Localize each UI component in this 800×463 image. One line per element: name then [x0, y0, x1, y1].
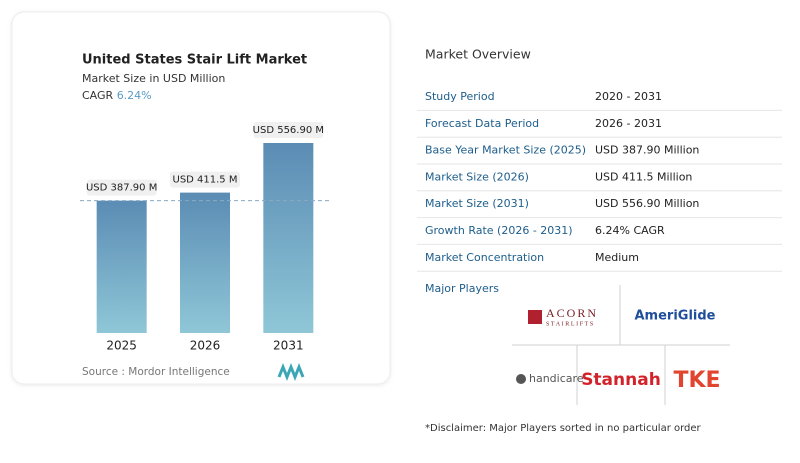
chart-title: United States Stair Lift Market	[82, 53, 307, 68]
chart-subtitle: Market Size in USD Million	[82, 72, 225, 85]
cagr-value: 6.24%	[117, 89, 152, 102]
row-label: Base Year Market Size (2025)	[425, 144, 586, 157]
overview-table: Study Period 2020 - 2031 Forecast Data Per…	[417, 90, 782, 272]
logo-shape	[277, 362, 305, 382]
value-label: USD 387.90 M	[86, 183, 157, 194]
row-value: 6.24% CAGR	[595, 224, 665, 237]
x-tick-label: 2031	[273, 339, 304, 353]
value-label-bg	[170, 171, 240, 188]
overview-title: Market Overview	[425, 47, 531, 62]
value-label: USD 556.90 M	[253, 125, 324, 136]
logo-acorn: ACORN STAIRLIFTS	[528, 306, 598, 327]
logo-icon	[528, 310, 542, 324]
players-title: Major Players	[425, 282, 499, 295]
x-tick-label: 2026	[190, 339, 221, 353]
bar	[96, 200, 147, 333]
plot: 2025 USD 387.90 M 2026 USD 411.5 M 2031 USD 5…	[80, 122, 330, 353]
bar	[263, 143, 314, 333]
player-name: ACORN	[546, 306, 598, 320]
logo-icon	[516, 374, 526, 384]
logo-handicare: handicare	[516, 372, 584, 385]
x-tick-label: 2025	[106, 339, 137, 353]
cagr-label: CAGR	[82, 89, 114, 102]
player-name: Stannah	[581, 370, 661, 390]
row-value: Medium	[595, 251, 639, 264]
row-value: USD 556.90 Million	[595, 197, 699, 210]
player-name: TKE	[673, 368, 720, 393]
value-label-bg	[86, 179, 157, 196]
row-label: Study Period	[425, 90, 495, 103]
row-label: Market Size (2026)	[425, 170, 529, 183]
source: Source : Mordor Intelligence	[82, 366, 230, 378]
value-label: USD 411.5 M	[173, 175, 238, 186]
row-value: 2020 - 2031	[595, 90, 662, 103]
row-value: USD 387.90 Million	[595, 144, 699, 157]
row-value: USD 411.5 Million	[595, 170, 692, 183]
cagr: CAGR 6.24%	[82, 89, 152, 102]
bar	[180, 192, 230, 333]
value-label-bg	[253, 122, 324, 138]
row-label: Forecast Data Period	[425, 117, 539, 130]
row-label: Growth Rate (2026 - 2031)	[425, 224, 573, 237]
row-label: Market Concentration	[425, 251, 544, 264]
players-grid	[512, 285, 730, 405]
player-tagline: STAIRLIFTS	[546, 321, 595, 327]
player-name: AmeriGlide	[635, 309, 716, 324]
row-value: 2026 - 2031	[595, 117, 662, 130]
player-name: handicare	[529, 372, 584, 385]
mordor-logo	[277, 362, 305, 382]
disclaimer: *Disclaimer: Major Players sorted in no …	[425, 423, 702, 434]
row-label: Market Size (2031)	[425, 197, 529, 210]
